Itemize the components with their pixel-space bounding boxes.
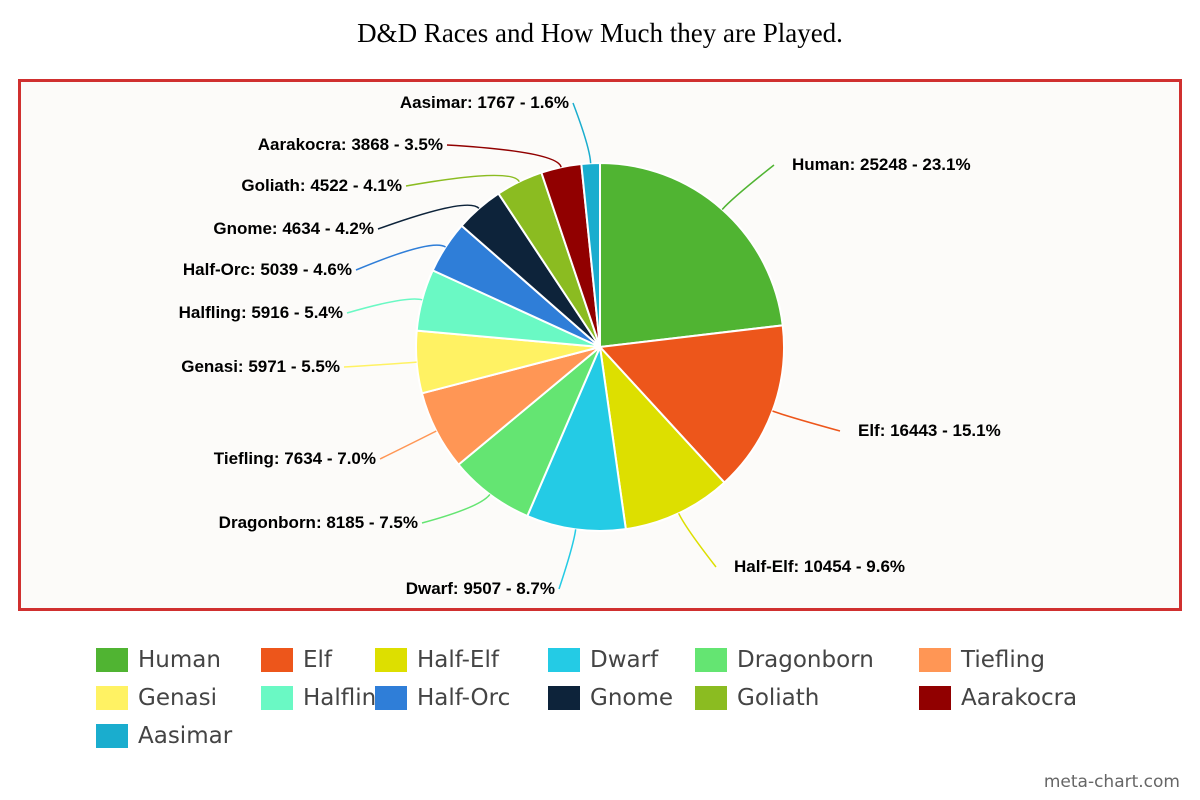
data-label-aasimar: Aasimar: 1767 - 1.6% [400,93,569,112]
legend-swatch [261,686,293,710]
legend-item-dragonborn[interactable]: Dragonborn [695,645,874,675]
legend-item-elf[interactable]: Elf [261,645,332,675]
data-label-dwarf: Dwarf: 9507 - 8.7% [406,579,555,598]
connector-goliath [405,174,520,187]
legend-swatch [375,648,407,672]
legend-item-aarakocra[interactable]: Aarakocra [919,683,1077,713]
data-label-halfling: Halfling: 5916 - 5.4% [179,303,343,322]
watermark: meta-chart.com [1043,772,1180,792]
legend-label: Goliath [737,685,820,711]
connector-aarakocra [446,144,562,168]
connector-tiefling [379,430,437,460]
legend-label: Dragonborn [737,647,874,673]
legend-label: Aasimar [138,723,233,749]
legend-swatch [548,686,580,710]
legend-label: Aarakocra [961,685,1078,711]
connector-elf [772,410,841,432]
pie-slice-human [599,161,784,349]
data-label-elf: Elf: 16443 - 15.1% [858,421,1001,440]
pie-slice-elf [597,324,785,484]
legend-swatch [548,648,580,672]
legend-label: Genasi [138,685,218,711]
connector-dragonborn [421,493,491,524]
connector-halfling [346,298,423,314]
legend-label: Gnome [590,685,674,711]
connector-gnome [377,204,480,230]
legend-swatch [96,648,128,672]
legend-swatch [375,686,407,710]
connector-dwarf [558,529,577,590]
legend-label: Tiefling [961,647,1045,673]
legend-item-half-elf[interactable]: Half-Elf [375,645,499,675]
legend-item-dwarf[interactable]: Dwarf [548,645,658,675]
data-label-genasi: Genasi: 5971 - 5.5% [181,357,340,376]
legend-swatch [695,686,727,710]
legend-item-aasimar[interactable]: Aasimar [96,721,232,751]
connector-human [721,164,775,210]
data-label-gnome: Gnome: 4634 - 4.2% [213,219,374,238]
legend-swatch [96,686,128,710]
data-label-human: Human: 25248 - 23.1% [792,155,971,174]
data-label-goliath: Goliath: 4522 - 4.1% [241,176,402,195]
legend-label: Human [138,647,221,673]
connector-aasimar [572,102,592,164]
legend-swatch [919,648,951,672]
legend-label: Elf [303,647,333,673]
legend-item-genasi[interactable]: Genasi [96,683,217,713]
data-label-aarakocra: Aarakocra: 3868 - 3.5% [258,135,443,154]
data-label-tiefling: Tiefling: 7634 - 7.0% [214,449,376,468]
legend-item-tiefling[interactable]: Tiefling [919,645,1045,675]
legend-item-halfling[interactable]: Halfling [261,683,391,713]
legend-item-gnome[interactable]: Gnome [548,683,673,713]
legend-label: Half-Orc [417,685,511,711]
legend-label: Half-Elf [417,647,499,673]
connector-half-orc [355,244,446,271]
pie-chart: Human: 25248 - 23.1% Elf: 16443 - 15.1% Ha… [179,93,1001,598]
legend-swatch [919,686,951,710]
connector-genasi [343,361,417,368]
legend-swatch [261,648,293,672]
legend-swatch [96,724,128,748]
chart-title: D&D Races and How Much they are Played. [357,18,843,48]
legend-swatch [695,648,727,672]
legend-item-goliath[interactable]: Goliath [695,683,819,713]
legend-item-half-orc[interactable]: Half-Orc [375,683,510,713]
pie-slice-dwarf [525,343,627,532]
data-label-half-orc: Half-Orc: 5039 - 4.6% [183,260,352,279]
legend-label: Dwarf [590,647,659,673]
data-label-dragonborn: Dragonborn: 8185 - 7.5% [219,513,418,532]
legend-item-human[interactable]: Human [96,645,221,675]
data-label-half-elf: Half-Elf: 10454 - 9.6% [734,557,905,576]
connector-half-elf [677,513,717,568]
